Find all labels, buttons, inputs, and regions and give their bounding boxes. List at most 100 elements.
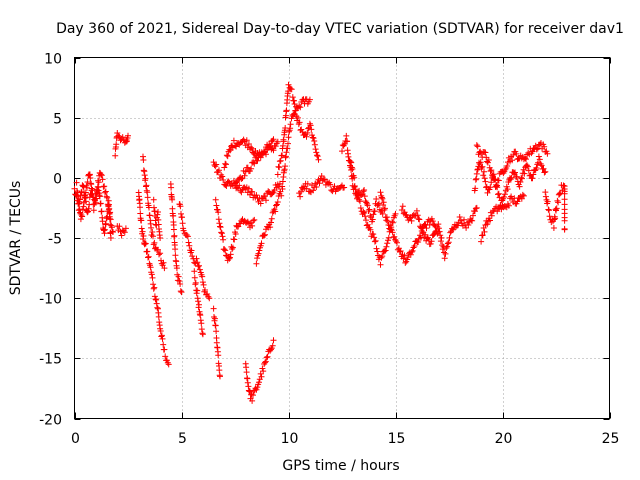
data-point: [218, 230, 225, 237]
data-point: [285, 140, 291, 147]
data-point: [232, 180, 238, 187]
data-point: [150, 196, 157, 203]
data-point: [170, 212, 177, 219]
data-point: [456, 214, 463, 220]
data-point: [215, 209, 222, 216]
data-point: [397, 248, 404, 254]
data-point: [191, 268, 198, 275]
data-point: [81, 199, 87, 206]
data-point: [427, 240, 434, 247]
data-point: [185, 239, 192, 246]
data-point: [313, 149, 320, 156]
data-point: [391, 233, 398, 240]
data-point: [237, 220, 244, 227]
data-point: [550, 225, 557, 231]
data-point: [535, 153, 542, 160]
data-point: [196, 301, 202, 308]
y-tick-label: 0: [53, 172, 62, 188]
gridlines: [74, 57, 610, 419]
data-point: [291, 97, 297, 104]
data-point: [154, 211, 161, 218]
data-point: [194, 287, 201, 294]
data-point: [270, 147, 277, 154]
data-point: [139, 228, 146, 235]
data-point: [357, 205, 364, 211]
data-point: [389, 218, 396, 225]
data-point: [260, 368, 267, 375]
data-point: [538, 162, 545, 169]
data-point: [408, 217, 415, 224]
data-point: [555, 199, 562, 206]
data-point: [78, 212, 85, 219]
data-point: [388, 226, 394, 233]
data-point: [188, 247, 195, 254]
data-point: [481, 175, 488, 182]
data-point: [348, 159, 355, 166]
data-point: [304, 129, 311, 136]
data-point: [264, 353, 271, 360]
data-point: [478, 238, 485, 245]
data-point: [296, 119, 303, 126]
data-point: [206, 295, 213, 302]
data-point: [189, 253, 196, 260]
data-point: [97, 200, 104, 207]
data-point: [262, 359, 268, 366]
data-point: [154, 304, 161, 311]
data-point: [151, 284, 158, 291]
data-point: [437, 238, 444, 245]
data-point: [84, 209, 91, 216]
data-point: [192, 279, 199, 286]
data-point: [316, 180, 323, 187]
data-point: [400, 255, 407, 262]
data-point: [254, 157, 261, 164]
data-point: [522, 155, 528, 162]
data-point: [542, 168, 549, 175]
data-point: [482, 178, 489, 185]
data-point: [258, 240, 265, 247]
data-point: [493, 181, 500, 188]
data-point: [364, 202, 371, 209]
data-point: [223, 161, 229, 168]
data-point: [444, 240, 451, 247]
data-point: [99, 176, 106, 183]
data-point: [90, 207, 97, 214]
data-point: [443, 245, 450, 251]
data-point: [304, 180, 311, 187]
data-point: [150, 281, 157, 288]
data-point: [272, 208, 279, 215]
data-point: [259, 365, 266, 372]
data-point: [249, 145, 256, 152]
data-point: [355, 192, 362, 199]
data-point: [409, 247, 416, 254]
data-point: [256, 247, 263, 254]
data-point: [552, 215, 559, 222]
data-point: [262, 231, 268, 238]
data-point: [518, 174, 525, 181]
data-point: [103, 193, 110, 200]
data-point: [238, 189, 245, 196]
data-point: [106, 205, 113, 212]
data-point: [362, 213, 369, 220]
data-point: [372, 237, 379, 244]
data-point: [308, 126, 315, 133]
data-point: [161, 346, 168, 353]
data-point: [108, 222, 115, 229]
data-point: [561, 190, 568, 197]
data-point: [371, 234, 378, 241]
data-point: [382, 247, 389, 254]
data-point: [419, 224, 426, 231]
data-point: [374, 248, 381, 255]
data-point: [484, 159, 491, 166]
data-point: [160, 341, 167, 348]
data-point: [242, 168, 249, 175]
data-point: [231, 236, 238, 243]
data-point: [535, 159, 542, 166]
data-point: [351, 183, 358, 189]
data-point: [145, 254, 151, 261]
data-point: [379, 210, 386, 217]
data-point: [141, 172, 148, 179]
x-tick-label: 10: [281, 431, 299, 447]
data-point: [199, 331, 206, 338]
data-point: [148, 271, 155, 278]
data-point: [495, 191, 501, 198]
